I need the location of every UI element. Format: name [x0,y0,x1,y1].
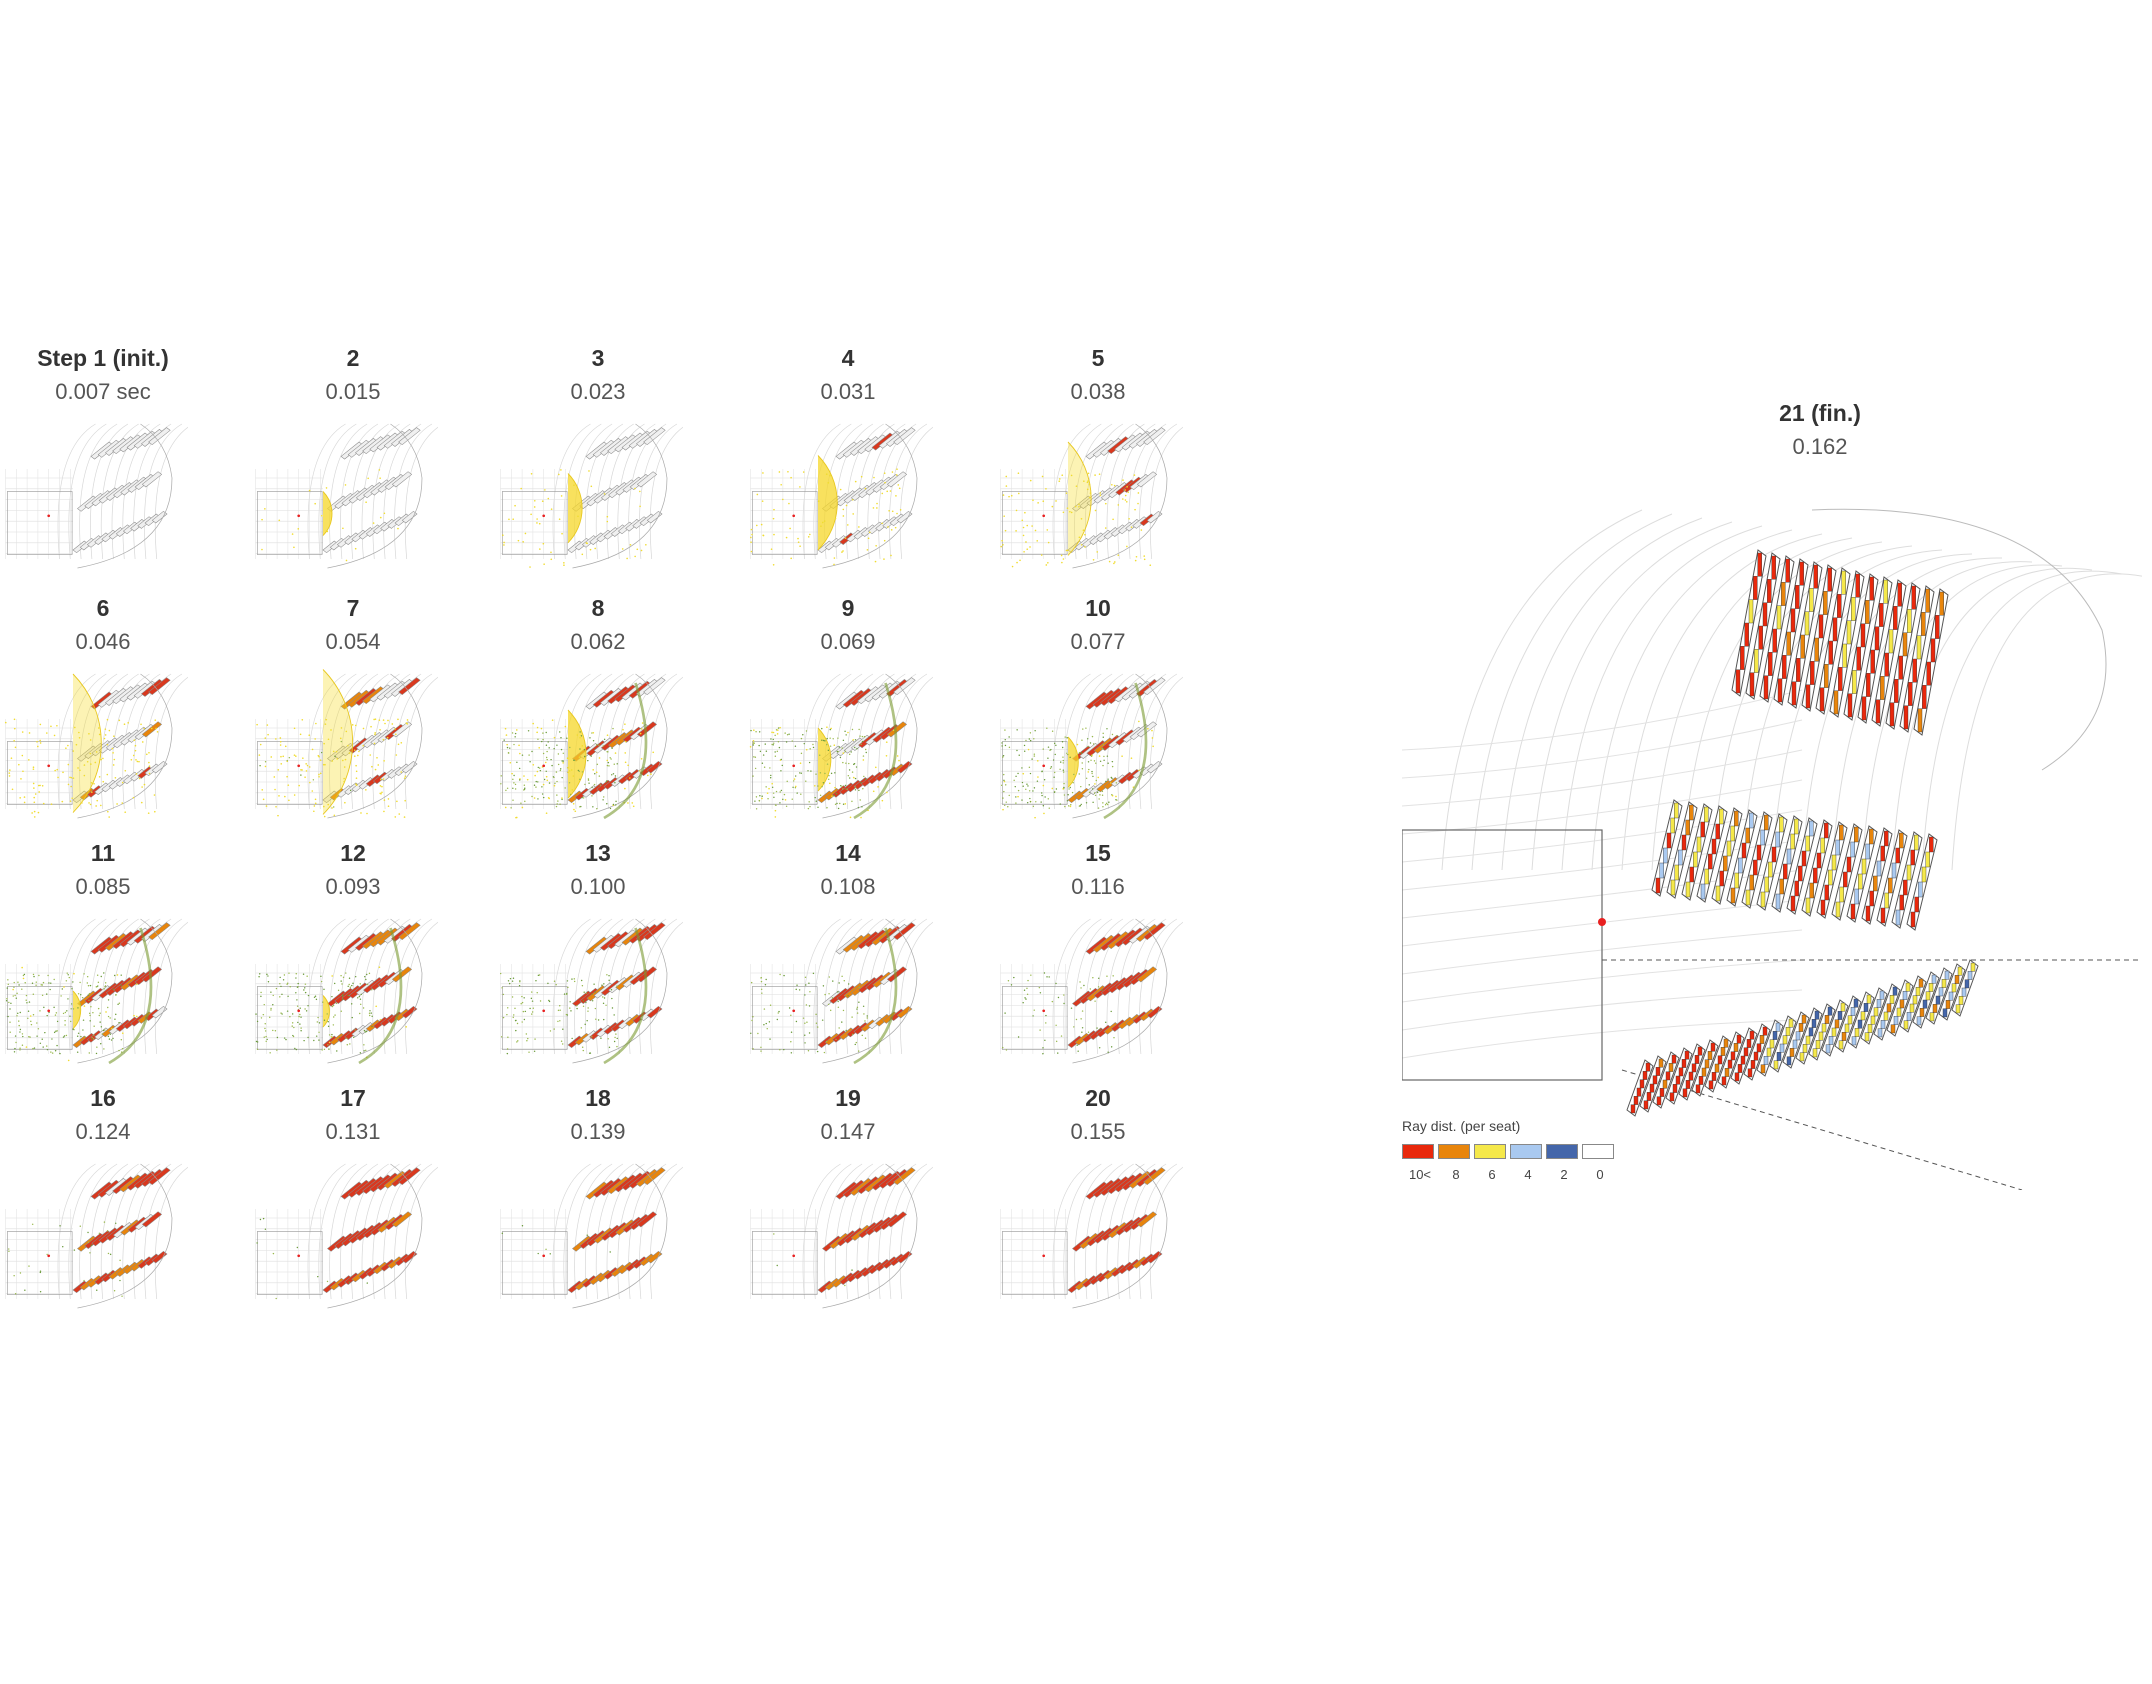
step-time: 0.100 [570,874,626,899]
legend-swatch [1582,1144,1614,1159]
step-hall-diagram [499,918,683,1065]
step-hall-diagram [1000,423,1183,569]
step-hall-diagram [255,1163,438,1309]
step-label: 13 [585,840,611,866]
step-label: 3 [591,345,605,371]
legend-label: 6 [1488,1167,1496,1182]
step-time: 0.108 [820,874,876,899]
step-label: 5 [1091,345,1105,371]
ray-distribution-legend: Ray dist. (per seat) 10< 8 6 4 2 0 [1402,1118,1662,1182]
step-label: 4 [841,345,855,371]
step-label: 19 [835,1085,861,1111]
step-label: 15 [1085,840,1111,866]
step-hall-diagram [1000,918,1183,1064]
legend-swatch [1438,1144,1470,1159]
step-label: 8 [591,595,605,621]
step-time: 0.038 [1070,379,1126,404]
step-hall-diagram [1000,1163,1183,1309]
step-label: 17 [340,1085,366,1111]
step-time: 0.023 [570,379,626,404]
step-hall-diagram [1000,673,1183,820]
legend-swatch [1474,1144,1506,1159]
step-label: 11 [90,840,116,866]
step-hall-diagram [750,1163,933,1309]
step-time: 0.116 [1071,874,1125,899]
step-label: Step 1 (init.) [37,345,169,371]
legend-label: 8 [1452,1167,1460,1182]
step-time: 0.015 [325,379,381,404]
step-time: 0.124 [75,1119,131,1144]
legend-label: 0 [1596,1167,1604,1182]
step-label: 6 [96,595,110,621]
step-time: 0.007 sec [55,379,151,404]
step-hall-diagram [5,918,188,1065]
step-time: 0.069 [820,629,876,654]
step-hall-diagram [4,673,188,819]
legend-swatch [1402,1144,1434,1159]
step-time: 0.131 [325,1119,381,1144]
step-label: 7 [346,595,360,621]
step-time: 0.046 [75,629,131,654]
step-hall-diagram [5,423,188,569]
step-label: 20 [1085,1085,1111,1111]
step-label: 10 [1085,595,1111,621]
final-hall-diagram [1402,508,2142,1190]
step-label: 16 [90,1085,116,1111]
step-hall-diagram [255,423,438,569]
step-hall-diagram [500,673,683,820]
step-hall-diagram [255,669,438,819]
step-time: 0.077 [1070,629,1126,654]
legend-swatch [1546,1144,1578,1159]
step-label: 2 [346,345,360,371]
step-hall-diagram [5,1163,188,1309]
step-time: 0.147 [820,1119,876,1144]
legend-title: Ray dist. (per seat) [1402,1118,1521,1134]
final-step-label: 21 (fin.) [1779,400,1861,426]
step-time: 0.093 [325,874,381,899]
step-label: 12 [340,840,366,866]
legend-swatches [1402,1144,1662,1159]
final-step-time: 0.162 [1792,434,1848,459]
step-hall-diagram [500,1163,683,1309]
step-time: 0.054 [325,629,381,654]
step-hall-diagram [750,423,933,569]
step-time: 0.139 [570,1119,626,1144]
step-time: 0.031 [820,379,876,404]
step-hall-diagram [255,918,438,1065]
legend-swatch [1510,1144,1542,1159]
legend-label: 2 [1560,1167,1568,1182]
step-hall-diagram [749,673,933,820]
step-label: 9 [841,595,855,621]
step-label: 14 [835,840,861,866]
step-time: 0.062 [570,629,626,654]
step-hall-diagram [500,423,683,569]
step-hall-diagram [750,918,933,1065]
step-time: 0.085 [75,874,131,899]
step-label: 18 [585,1085,611,1111]
legend-labels: 10< 8 6 4 2 0 [1402,1167,1662,1182]
legend-label: 4 [1524,1167,1532,1182]
step-time: 0.155 [1070,1119,1126,1144]
legend-label: 10< [1408,1167,1432,1182]
